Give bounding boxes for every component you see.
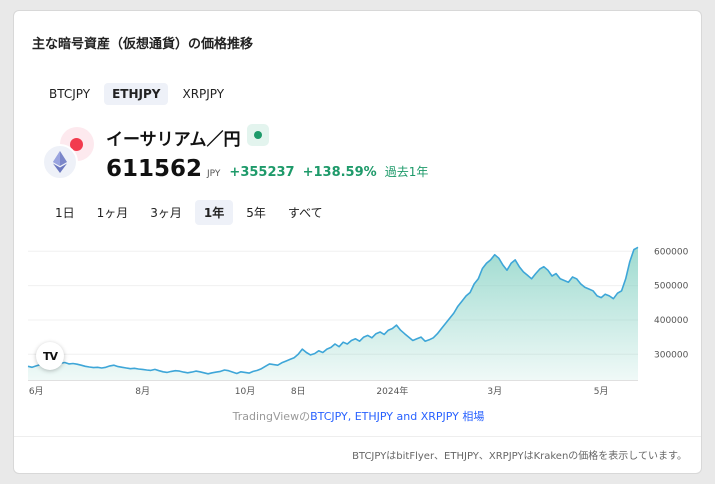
tab-range-5y[interactable]: 5年 [246, 206, 266, 220]
tab-range-3m[interactable]: 3ヶ月 [150, 206, 182, 220]
crypto-price-widget: 主な暗号資産（仮想通貨）の価格推移 BTCJPY ETHJPY XRPJPY イ… [13, 10, 702, 474]
status-dot-icon [247, 124, 269, 146]
range-tabs: 1日 1ヶ月 3ヶ月 1年 5年 すべて [46, 200, 332, 225]
y-tick-label: 600000 [654, 247, 689, 257]
divider [14, 436, 701, 437]
tab-btcjpy[interactable]: BTCJPY [49, 87, 91, 101]
footer-note: BTCJPYはbitFlyer、ETHJPY、XRPJPYはKrakenの価格を… [352, 451, 687, 462]
price-change-percent: +138.59% [302, 165, 377, 180]
y-tick-label: 400000 [654, 316, 689, 326]
symbol-name: イーサリアム／円 [106, 130, 241, 150]
x-tick-label: 10月 [235, 386, 255, 397]
x-tick-label: 8日 [291, 386, 306, 397]
x-tick-label: 5月 [594, 386, 609, 397]
price-change: +355237 [229, 165, 295, 180]
tab-range-1m[interactable]: 1ヶ月 [96, 206, 129, 220]
tradingview-logo-icon[interactable]: TV [36, 342, 64, 370]
price-line-series [27, 246, 639, 375]
attribution: TradingViewのBTCJPY, ETHJPY and XRPJPY 相場 [14, 408, 703, 424]
price-unit: JPY [207, 169, 221, 179]
x-tick-label: 6月 [29, 386, 44, 397]
change-period: 過去1年 [384, 165, 429, 179]
symbol-icons [42, 127, 102, 187]
ethereum-icon [42, 144, 78, 180]
y-tick-label: 500000 [654, 282, 689, 292]
y-tick-label: 300000 [654, 350, 689, 360]
tab-range-1d[interactable]: 1日 [55, 206, 75, 220]
current-price: 611562 [106, 156, 203, 182]
tab-ethjpy[interactable]: ETHJPY [104, 83, 169, 105]
attribution-link[interactable]: BTCJPY, ETHJPY and XRPJPY 相場 [310, 410, 485, 423]
price-line: 611562 JPY +355237 +138.59% 過去1年 [106, 156, 428, 182]
tab-range-1y[interactable]: 1年 [194, 200, 234, 225]
x-tick-label: 8月 [135, 386, 150, 397]
tab-xrpjpy[interactable]: XRPJPY [182, 87, 225, 101]
x-tick-label: 2024年 [376, 385, 408, 397]
widget-title: 主な暗号資産（仮想通貨）の価格推移 [32, 37, 254, 52]
x-tick-label: 3月 [487, 386, 502, 397]
tab-range-all[interactable]: すべて [287, 206, 323, 220]
price-area-chart[interactable]: 600000 500000 400000 300000 6月 8月 10月 8日 2024年 3… [14, 233, 703, 401]
price-area [28, 247, 638, 380]
attribution-prefix: TradingViewの [232, 410, 311, 423]
pair-tabs: BTCJPY ETHJPY XRPJPY [41, 83, 232, 105]
